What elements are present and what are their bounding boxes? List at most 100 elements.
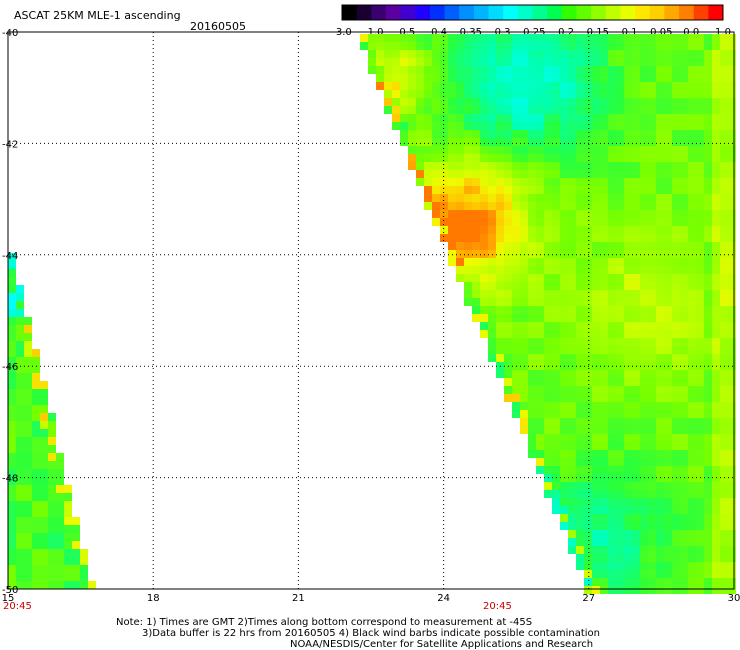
heatmap-cell [680,242,688,250]
heatmap-cell [720,514,728,522]
heatmap-cell [600,338,608,346]
heatmap-cell [512,146,520,154]
heatmap-cell [680,162,688,170]
heatmap-cell [672,466,680,474]
heatmap-cell [696,258,704,266]
heatmap-cell [632,314,640,322]
heatmap-cell [592,394,600,402]
heatmap-cell [72,573,80,581]
heatmap-cell [600,250,608,258]
heatmap-cell [608,402,616,410]
x-tick-label: 27 [582,593,595,604]
heatmap-cell [480,74,488,82]
heatmap-cell [664,434,672,442]
heatmap-cell [512,210,520,218]
heatmap-cell [400,50,408,58]
heatmap-cell [616,258,624,266]
heatmap-cell [640,194,648,202]
heatmap-cell [720,418,728,426]
heatmap-cell [672,58,680,66]
heatmap-cell [472,290,480,298]
heatmap-cell [520,234,528,242]
heatmap-cell [536,226,544,234]
heatmap-cell [696,210,704,218]
heatmap-cell [480,194,488,202]
heatmap-cell [528,290,536,298]
heatmap-cell [592,434,600,442]
colorbar-swatch [400,5,416,20]
heatmap-cell [576,186,584,194]
heatmap-cell [656,290,664,298]
heatmap-cell [440,114,448,122]
heatmap-cell [632,218,640,226]
heatmap-cell [448,50,456,58]
heatmap-cell [664,378,672,386]
heatmap-cell [8,365,16,373]
heatmap-cell [472,218,480,226]
heatmap-cell [720,234,728,242]
heatmap-cell [80,573,88,581]
heatmap-cell [712,226,720,234]
heatmap-cell [688,34,696,42]
heatmap-cell [720,346,728,354]
heatmap-cell [528,122,536,130]
heatmap-cell [528,418,536,426]
heatmap-cell [672,450,680,458]
heatmap-cell [616,154,624,162]
heatmap-cell [640,498,648,506]
heatmap-cell [704,266,712,274]
heatmap-cell [712,442,720,450]
heatmap-cell [656,210,664,218]
heatmap-cell [592,378,600,386]
heatmap-cell [624,98,632,106]
heatmap-cell [672,514,680,522]
heatmap-cell [656,554,664,562]
heatmap-cell [560,418,568,426]
heatmap-cell [24,381,32,389]
heatmap-cell [480,154,488,162]
heatmap-cell [568,90,576,98]
heatmap-cell [728,554,736,562]
heatmap-cell [504,66,512,74]
heatmap-cell [648,522,656,530]
heatmap-cell [680,98,688,106]
heatmap-cell [480,82,488,90]
heatmap-cell [696,298,704,306]
heatmap-cell [32,493,40,501]
heatmap-cell [712,98,720,106]
heatmap-cell [664,82,672,90]
heatmap-cell [648,338,656,346]
heatmap-cell [616,522,624,530]
heatmap-cell [640,42,648,50]
heatmap-cell [616,242,624,250]
heatmap-cell [576,554,584,562]
heatmap-cell [8,469,16,477]
heatmap-cell [704,50,712,58]
heatmap-cell [8,485,16,493]
heatmap-cell [688,346,696,354]
heatmap-cell [640,530,648,538]
heatmap-cell [584,210,592,218]
heatmap-cell [624,442,632,450]
time-label-right: 20:45 [483,601,512,612]
heatmap-cell [640,378,648,386]
heatmap-cell [512,394,520,402]
heatmap-cell [8,429,16,437]
heatmap-cell [688,418,696,426]
heatmap-cell [448,106,456,114]
heatmap-cell [672,546,680,554]
heatmap-cell [584,106,592,114]
heatmap-cell [656,138,664,146]
heatmap-cell [560,226,568,234]
heatmap-cell [416,74,424,82]
colorbar-swatch [708,5,724,20]
heatmap-cell [696,554,704,562]
heatmap-cell [720,178,728,186]
heatmap-cell [672,458,680,466]
heatmap-cell [616,490,624,498]
heatmap-cell [720,530,728,538]
heatmap-cell [464,122,472,130]
heatmap-cell [616,194,624,202]
heatmap-cell [672,186,680,194]
heatmap-cell [632,338,640,346]
